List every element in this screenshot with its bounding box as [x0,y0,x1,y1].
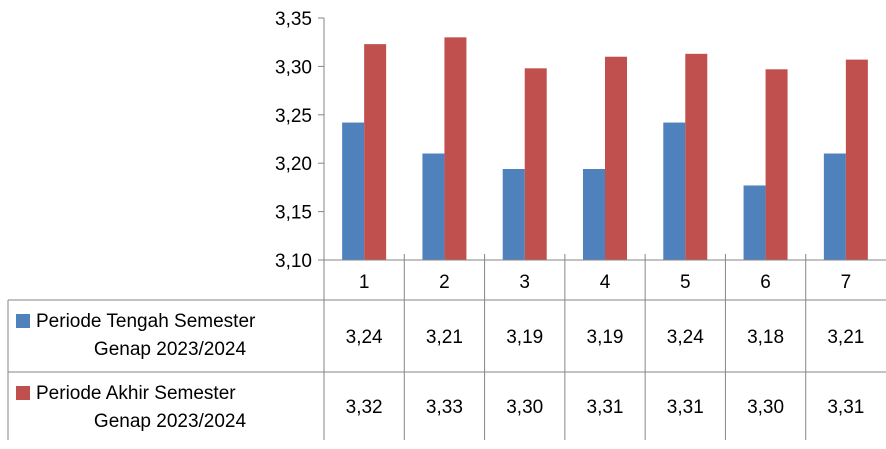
x-category-label: 2 [439,272,450,293]
y-tick-label: 3,15 [275,203,312,224]
bar-tengah-semester [743,185,766,260]
x-category-label: 4 [600,272,611,293]
table-value-cell: 3,30 [747,397,784,418]
series-name-line-2: Genap 2023/2024 [94,411,247,432]
bar-akhir-semester [524,68,547,260]
bar-akhir-semester [685,53,708,261]
bar-akhir-semester [444,37,467,260]
data-table: 1 2 3 4 5 6 7 Periode Tengah Semester Genap 2023… [7,254,886,440]
y-tick-label: 3,25 [275,106,312,127]
table-value-cell: 3,33 [426,397,463,418]
table-value-cell: 3,30 [506,397,543,418]
y-tick-label: 3,20 [275,154,312,175]
bar-tengah-semester [422,153,445,260]
bar-akhir-semester [765,69,788,260]
table-value-cell: 3,18 [747,327,784,348]
table-value-cell: 3,31 [587,397,624,418]
table-value-cell: 3,19 [587,327,624,348]
x-category-label: 3 [519,272,530,293]
x-category-label: 5 [680,272,691,293]
table-value-cell: 3,21 [426,327,463,348]
table-value-cell: 3,31 [827,397,864,418]
bar-tengah-semester [342,122,365,260]
bar-tengah-semester [583,169,605,260]
bar-akhir-semester [845,59,868,261]
chart-bars [342,37,868,261]
legend-key-tengah [16,314,30,328]
bar-tengah-semester [823,153,846,260]
bar-akhir-semester [605,56,627,260]
table-value-cell: 3,32 [346,397,383,418]
bar-tengah-semester [663,122,686,260]
y-tick-label: 3,30 [275,57,312,78]
table-value-cell: 3,19 [506,327,543,348]
bar-akhir-semester [364,44,387,260]
series-name-line-2: Genap 2023/2024 [94,339,247,360]
series-name-line-1: Periode Tengah Semester [36,311,256,332]
table-value-cell: 3,21 [827,327,864,348]
legend-key-akhir [16,386,30,400]
y-tick-label: 3,10 [275,251,312,272]
bar-tengah-semester [502,169,525,260]
y-tick-label: 3,35 [275,9,312,30]
x-category-label: 7 [841,272,852,293]
table-value-cell: 3,24 [667,327,704,348]
series-name-line-1: Periode Akhir Semester [36,383,236,404]
x-category-label: 1 [359,272,370,293]
chart-axes: 3,10 3,15 3,20 3,25 3,30 3,35 [275,9,325,272]
x-category-label: 6 [760,272,771,293]
table-value-cell: 3,31 [667,397,704,418]
table-value-cell: 3,24 [346,327,383,348]
